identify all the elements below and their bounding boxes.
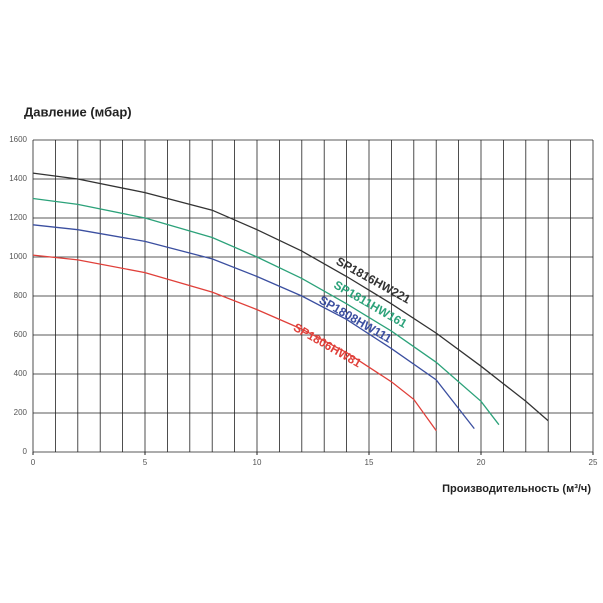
x-axis-title: Производительность (м³/ч) <box>442 483 591 495</box>
y-tick-label: 400 <box>14 369 28 378</box>
series-line <box>32 254 437 431</box>
x-tick-label: 10 <box>253 458 262 467</box>
series-line <box>32 172 549 422</box>
x-tick-label: 5 <box>143 458 148 467</box>
series-line <box>32 197 500 426</box>
x-tick-label: 20 <box>477 458 486 467</box>
y-tick-label: 800 <box>14 291 28 300</box>
y-tick-label: 1400 <box>9 174 27 183</box>
y-tick-label: 1600 <box>9 135 27 144</box>
y-axis-title: Давление (мбар) <box>24 104 132 119</box>
y-tick-label: 200 <box>14 408 28 417</box>
y-tick-label: 600 <box>14 330 28 339</box>
x-tick-label: 25 <box>589 458 598 467</box>
series-line <box>32 224 475 430</box>
y-tick-label: 0 <box>23 447 28 456</box>
x-tick-label: 0 <box>31 458 36 467</box>
y-tick-label: 1000 <box>9 252 27 261</box>
x-tick-label: 15 <box>365 458 374 467</box>
y-tick-label: 1200 <box>9 213 27 222</box>
